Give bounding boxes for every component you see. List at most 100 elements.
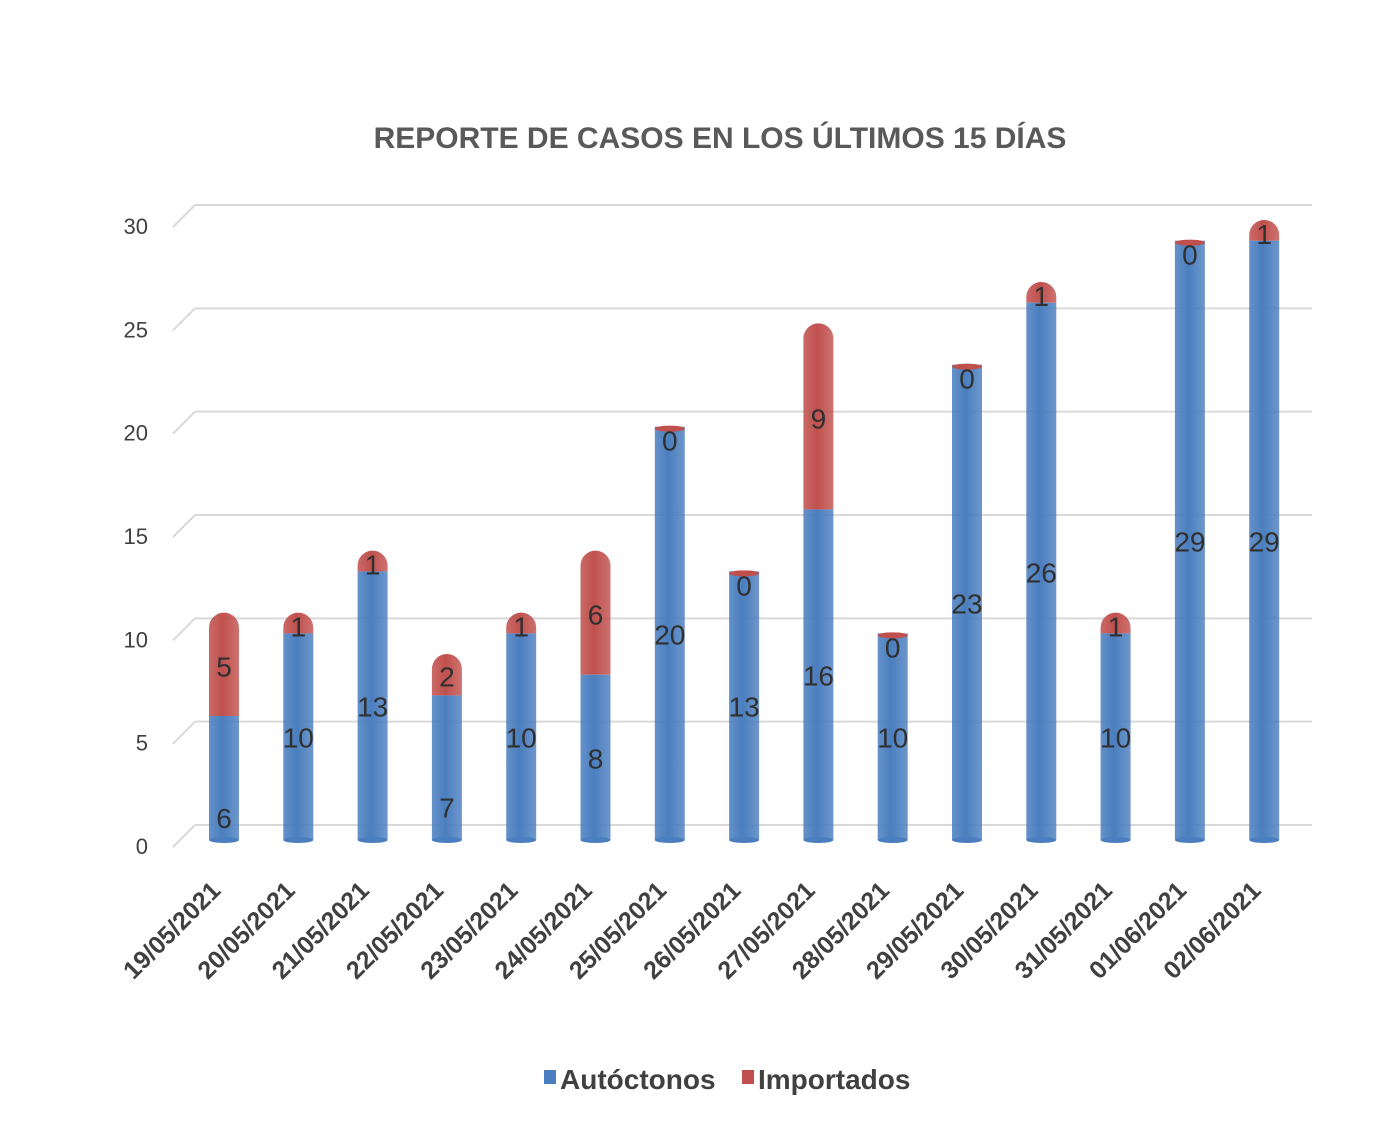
data-label-importados: 1: [1108, 612, 1124, 643]
legend-swatch: [544, 1070, 556, 1084]
y-tick-label: 25: [124, 317, 148, 342]
legend-label: Autóctonos: [560, 1064, 716, 1095]
data-label-autoctonos: 7: [439, 793, 455, 824]
data-label-autoctonos: 10: [283, 723, 314, 754]
y-tick-label: 30: [124, 214, 148, 239]
bars: [209, 220, 1280, 843]
y-tick-label: 0: [136, 834, 148, 859]
legend-label: Importados: [758, 1064, 910, 1095]
data-label-importados: 1: [1256, 219, 1272, 250]
bar-importados: [1026, 282, 1057, 303]
data-label-importados: 1: [513, 612, 529, 643]
y-tick-label: 5: [136, 731, 148, 756]
legend: Autóctonos Importados: [544, 1064, 910, 1095]
bar-importados: [580, 550, 611, 675]
bar-autoctonos-base: [1100, 837, 1131, 843]
data-label-autoctonos: 10: [877, 723, 908, 754]
bar-autoctonos: [1174, 240, 1205, 840]
bar-autoctonos-base: [1174, 837, 1205, 843]
data-label-autoctonos: 13: [729, 692, 760, 723]
gridline-depth: [172, 410, 196, 435]
bar-autoctonos: [877, 633, 908, 840]
gridline-depth: [172, 307, 196, 332]
data-label-autoctonos: 29: [1249, 526, 1280, 557]
bar-autoctonos-base: [1026, 837, 1057, 843]
data-label-importados: 6: [588, 600, 604, 631]
bar-autoctonos: [654, 426, 685, 840]
data-label-autoctonos: 20: [654, 619, 685, 650]
bar-autoctonos-base: [580, 837, 611, 843]
bar-autoctonos: [1100, 633, 1131, 840]
data-label-autoctonos: 6: [216, 803, 232, 834]
gridline-depth: [172, 720, 196, 745]
bar-autoctonos-base: [803, 837, 834, 843]
bar-importados: [654, 425, 685, 432]
data-label-importados: 0: [662, 426, 678, 457]
bar-autoctonos-base: [506, 837, 537, 843]
data-labels: 6510113172101862001301691002302611012902…: [216, 219, 1280, 834]
bar-autoctonos: [1249, 240, 1280, 840]
bar-autoctonos: [580, 674, 611, 840]
bar-autoctonos-base: [952, 837, 982, 843]
bar-autoctonos-base: [654, 837, 685, 843]
x-axis-ticks: 19/05/202120/05/202121/05/202122/05/2021…: [118, 876, 1267, 984]
gridline-depth: [172, 514, 196, 538]
bar-autoctonos-base: [209, 837, 239, 843]
bar-importados: [506, 612, 537, 634]
bar-autoctonos: [1026, 302, 1057, 841]
bar-autoctonos-base: [729, 837, 760, 843]
bar-autoctonos: [506, 633, 537, 840]
data-label-autoctonos: 10: [506, 723, 537, 754]
data-label-importados: 1: [1034, 281, 1050, 312]
bar-autoctonos: [209, 716, 239, 840]
bar-autoctonos-base: [431, 837, 462, 843]
data-label-importados: 9: [811, 403, 827, 434]
bar-importados: [357, 550, 388, 572]
data-label-importados: 5: [216, 651, 232, 682]
bar-importados: [209, 612, 239, 716]
data-label-autoctonos: 13: [357, 692, 388, 723]
y-tick-label: 20: [124, 421, 148, 446]
bar-autoctonos: [357, 571, 388, 840]
bar-autoctonos-base: [357, 837, 388, 843]
data-label-autoctonos: 23: [951, 588, 982, 619]
data-label-autoctonos: 10: [1100, 723, 1131, 754]
data-label-importados: 0: [959, 364, 975, 395]
data-label-importados: 0: [736, 570, 752, 601]
data-label-autoctonos: 29: [1174, 526, 1205, 557]
bar-importados: [1249, 220, 1280, 241]
data-label-importados: 2: [439, 662, 455, 693]
bar-importados: [803, 323, 834, 510]
data-label-importados: 1: [291, 612, 307, 643]
bar-importados: [431, 654, 462, 696]
bar-autoctonos-base: [1249, 837, 1280, 843]
bar-autoctonos: [952, 364, 982, 840]
gridline-depth: [172, 824, 196, 848]
bar-autoctonos: [431, 695, 462, 840]
y-tick-label: 15: [124, 524, 148, 549]
bar-importados: [1100, 612, 1131, 634]
data-label-autoctonos: 8: [588, 743, 604, 774]
bar-importados: [1174, 239, 1205, 246]
bar-autoctonos-base: [877, 837, 908, 843]
chart-title: REPORTE DE CASOS EN LOS ÚLTIMOS 15 DÍAS: [374, 121, 1067, 155]
bar-importados: [729, 570, 760, 577]
y-axis-ticks: 0 5 10 15 20 25 30: [124, 214, 148, 859]
data-label-importados: 1: [365, 550, 381, 581]
bar-importados: [952, 363, 982, 370]
data-label-importados: 0: [1182, 240, 1198, 271]
bar-importados: [877, 632, 908, 639]
legend-swatch: [742, 1070, 754, 1084]
bar-autoctonos: [729, 571, 760, 840]
bar-autoctonos: [283, 633, 314, 840]
data-label-importados: 0: [885, 632, 901, 663]
bar-autoctonos: [803, 509, 834, 840]
gridline-depth: [172, 204, 196, 228]
bar-autoctonos-base: [283, 837, 314, 843]
data-label-autoctonos: 26: [1026, 557, 1057, 588]
bar-importados: [283, 612, 314, 634]
gridline-depth: [172, 617, 196, 642]
data-label-autoctonos: 16: [803, 661, 834, 692]
